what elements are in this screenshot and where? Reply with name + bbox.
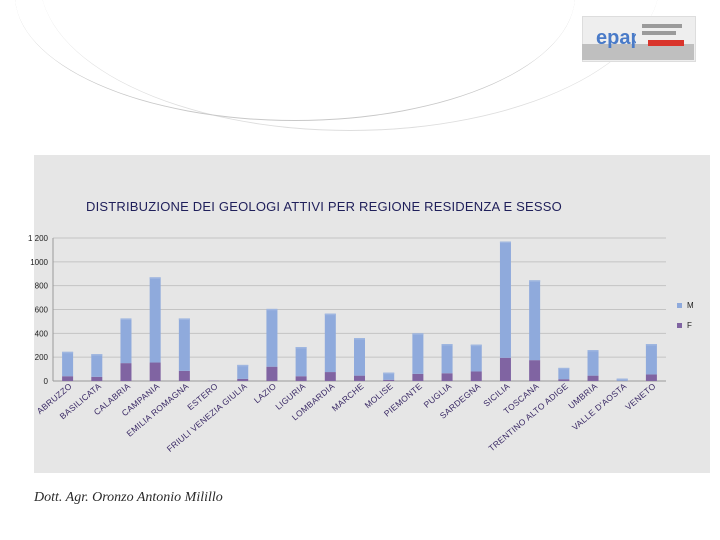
bar-m-top-0 (62, 351, 74, 354)
bar-m-top-1 (91, 354, 103, 356)
bar-m-top-12 (412, 333, 424, 335)
bar-f-2 (120, 363, 132, 381)
legend-label-F: F (687, 321, 692, 330)
logo-red-mark (648, 40, 684, 46)
y-tick-label-1200: 1 200 (28, 234, 49, 243)
y-tick-label-400: 400 (35, 329, 49, 338)
bar-f-0 (62, 376, 74, 381)
epap-logo: epap (596, 27, 636, 49)
bar-f-4 (178, 370, 190, 381)
bar-m-top-10 (354, 338, 365, 340)
bar-m-13 (441, 344, 453, 374)
bar-m-top-3 (149, 277, 161, 279)
y-tick-label-1000: 1000 (30, 258, 48, 267)
bar-m-14 (470, 344, 482, 372)
bar-f-6 (237, 378, 249, 381)
bar-f-15 (499, 357, 511, 381)
bar-f-18 (587, 375, 599, 381)
bar-m-top-2 (120, 318, 132, 320)
bar-f-14 (470, 371, 482, 381)
bar-m-top-19 (616, 378, 628, 381)
author-footer: Dott. Agr. Oronzo Antonio Milillo (34, 490, 223, 505)
bar-f-17 (558, 379, 570, 381)
bar-m-1 (91, 354, 103, 377)
bar-m-17 (558, 367, 570, 380)
bar-m-top-11 (383, 372, 395, 375)
bar-m-top-18 (587, 350, 599, 352)
bar-f-13 (441, 373, 453, 381)
bar-m-top-7 (266, 308, 278, 311)
logo-line-2 (642, 31, 676, 35)
bar-m-6 (237, 364, 249, 379)
y-tick-label-600: 600 (35, 306, 49, 315)
bar-m-top-9 (324, 313, 336, 316)
bar-m-4 (178, 318, 190, 371)
bar-m-18 (587, 350, 599, 376)
bar-f-1 (91, 376, 103, 381)
bar-f-10 (354, 375, 365, 381)
legend-swatch-M (677, 303, 682, 308)
legend-swatch-F (677, 323, 682, 328)
bar-m-top-16 (529, 280, 541, 282)
bar-m-9 (324, 313, 336, 373)
logo-line-1 (642, 24, 682, 28)
decorative-arc (15, 0, 575, 121)
logo-text: epap (596, 27, 636, 49)
logo-bar (582, 44, 694, 60)
bar-m-11 (383, 372, 395, 380)
chart-title: DISTRIBUZIONE DEI GEOLOGI ATTIVI PER REG… (86, 199, 562, 214)
bar-m-8 (295, 347, 307, 377)
bar-f-11 (383, 379, 395, 381)
legend-label-M: M (687, 301, 694, 310)
y-tick-label-200: 200 (35, 353, 49, 362)
bar-m-top-17 (558, 367, 570, 370)
bar-f-20 (645, 374, 657, 381)
bar-m-20 (645, 344, 657, 375)
bar-m-top-15 (499, 241, 511, 244)
bar-m-3 (149, 277, 161, 363)
bar-m-7 (266, 308, 278, 367)
chart-panel (34, 155, 710, 473)
x-tick-label-20: VENETO (623, 381, 658, 412)
bar-m-15 (499, 241, 511, 358)
y-tick-label-800: 800 (35, 282, 49, 291)
bar-m-top-14 (470, 344, 482, 347)
bar-m-top-6 (237, 364, 249, 367)
bar-m-top-13 (441, 344, 453, 346)
bar-f-3 (149, 362, 161, 381)
decorative-arc-outer (40, 0, 660, 131)
x-tick-label-10: MARCHE (330, 381, 366, 414)
bar-m-16 (529, 280, 541, 361)
bar-m-top-8 (295, 347, 307, 349)
bar-m-2 (120, 318, 132, 364)
bar-m-12 (412, 333, 424, 374)
bar-m-10 (354, 338, 365, 376)
bar-m-top-20 (645, 344, 657, 346)
bar-f-8 (295, 376, 307, 381)
bar-f-12 (412, 373, 424, 381)
x-tick-label-7: LAZIO (252, 381, 278, 405)
y-tick-label-0: 0 (44, 377, 49, 386)
bar-f-7 (266, 366, 278, 381)
bar-m-top-4 (178, 318, 190, 320)
bar-f-16 (529, 360, 541, 381)
bar-m-0 (62, 351, 74, 377)
bar-f-9 (324, 372, 336, 381)
